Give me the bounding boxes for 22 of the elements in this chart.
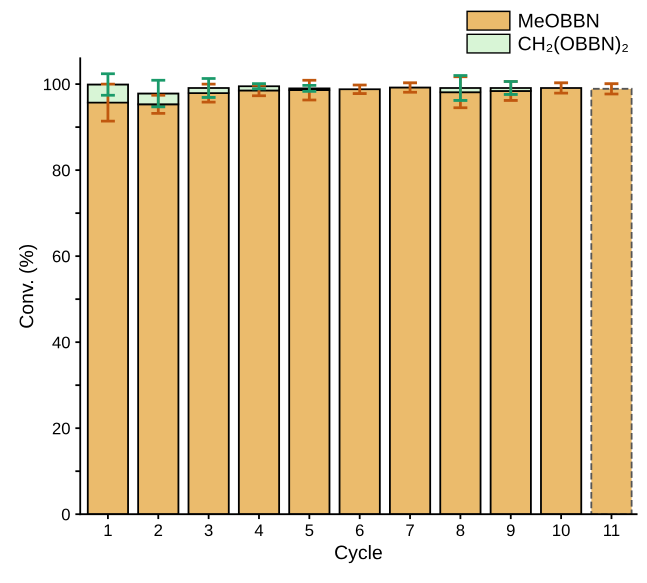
- x-axis-title: Cycle: [335, 545, 382, 564]
- x-tick-label: 8: [456, 524, 464, 536]
- x-tick-label: 6: [356, 524, 364, 536]
- y-tick-label: 0: [62, 508, 70, 520]
- x-tick-label: 2: [154, 524, 162, 536]
- x-tick-label: 4: [254, 524, 264, 536]
- y-tick-label: 40: [52, 336, 70, 348]
- x-tick-label: 7: [406, 524, 414, 536]
- x-tick-label: 10: [553, 524, 570, 536]
- y-tick-label: 100: [44, 78, 70, 90]
- x-tick-label: 11: [604, 524, 620, 536]
- legend-label: MeOBBN: [519, 14, 598, 28]
- x-tick-label: 9: [506, 524, 515, 536]
- y-tick-label: 60: [52, 250, 70, 262]
- y-tick-label: 80: [52, 164, 70, 176]
- bar: [590, 88, 633, 514]
- x-tick-label: 5: [305, 524, 314, 536]
- x-tick-label: 1: [104, 524, 112, 536]
- y-axis-title: Conv. (%): [19, 244, 38, 328]
- x-tick-label: 3: [204, 524, 213, 536]
- y-tick-label: 20: [52, 422, 70, 434]
- legend-label: CH₂(OBBN)₂: [518, 36, 628, 54]
